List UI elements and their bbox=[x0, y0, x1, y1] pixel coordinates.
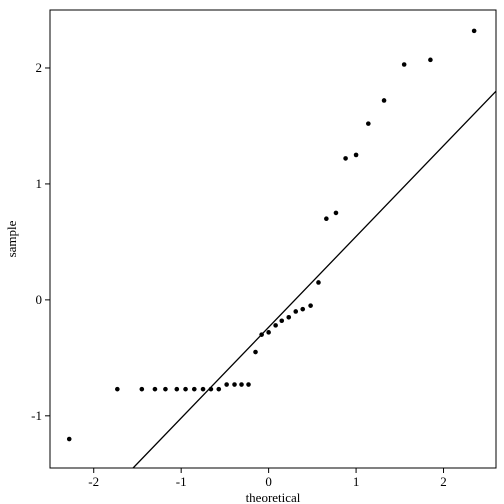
data-point bbox=[183, 387, 188, 392]
data-point bbox=[259, 332, 264, 337]
x-tick-label: -2 bbox=[88, 474, 99, 489]
data-point bbox=[286, 315, 291, 320]
data-point bbox=[175, 387, 180, 392]
data-point bbox=[354, 153, 359, 158]
data-point bbox=[324, 216, 329, 221]
data-point bbox=[192, 387, 197, 392]
data-point bbox=[140, 387, 145, 392]
panel-border bbox=[50, 10, 496, 468]
data-point bbox=[366, 121, 371, 126]
qq-plot: -2 -1 0 1 2 -1 0 1 2 theoretical sample bbox=[0, 0, 504, 504]
data-point bbox=[343, 156, 348, 161]
y-tick-label: 1 bbox=[36, 176, 43, 191]
x-tick-label: 2 bbox=[440, 474, 447, 489]
data-point bbox=[246, 382, 251, 387]
data-point bbox=[428, 58, 433, 63]
data-point bbox=[201, 387, 206, 392]
data-point bbox=[163, 387, 168, 392]
x-axis-label: theoretical bbox=[246, 490, 301, 504]
data-point bbox=[253, 350, 258, 355]
data-point bbox=[273, 323, 278, 328]
x-tick-label: 0 bbox=[265, 474, 272, 489]
data-point bbox=[153, 387, 158, 392]
x-tick-label: -1 bbox=[176, 474, 187, 489]
data-point bbox=[293, 309, 298, 314]
chart-svg: -2 -1 0 1 2 -1 0 1 2 theoretical sample bbox=[0, 0, 504, 504]
data-point bbox=[382, 98, 387, 103]
data-point bbox=[115, 387, 120, 392]
x-tick-label: 1 bbox=[353, 474, 360, 489]
data-point bbox=[308, 303, 313, 308]
data-point bbox=[300, 307, 305, 312]
data-point bbox=[209, 387, 214, 392]
qq-reference-line bbox=[133, 91, 496, 468]
data-point bbox=[266, 330, 271, 335]
data-point bbox=[472, 29, 477, 34]
data-point bbox=[224, 382, 229, 387]
y-tick-label: -1 bbox=[31, 408, 42, 423]
data-point bbox=[334, 211, 339, 216]
data-point bbox=[216, 387, 221, 392]
data-point bbox=[239, 382, 244, 387]
data-point bbox=[279, 318, 284, 323]
y-axis-label: sample bbox=[4, 220, 19, 257]
plot-area bbox=[67, 29, 496, 468]
data-point bbox=[232, 382, 237, 387]
y-tick-label: 0 bbox=[36, 292, 43, 307]
data-point bbox=[67, 437, 72, 442]
data-point bbox=[316, 280, 321, 285]
y-tick-label: 2 bbox=[36, 60, 43, 75]
data-point bbox=[402, 62, 407, 67]
